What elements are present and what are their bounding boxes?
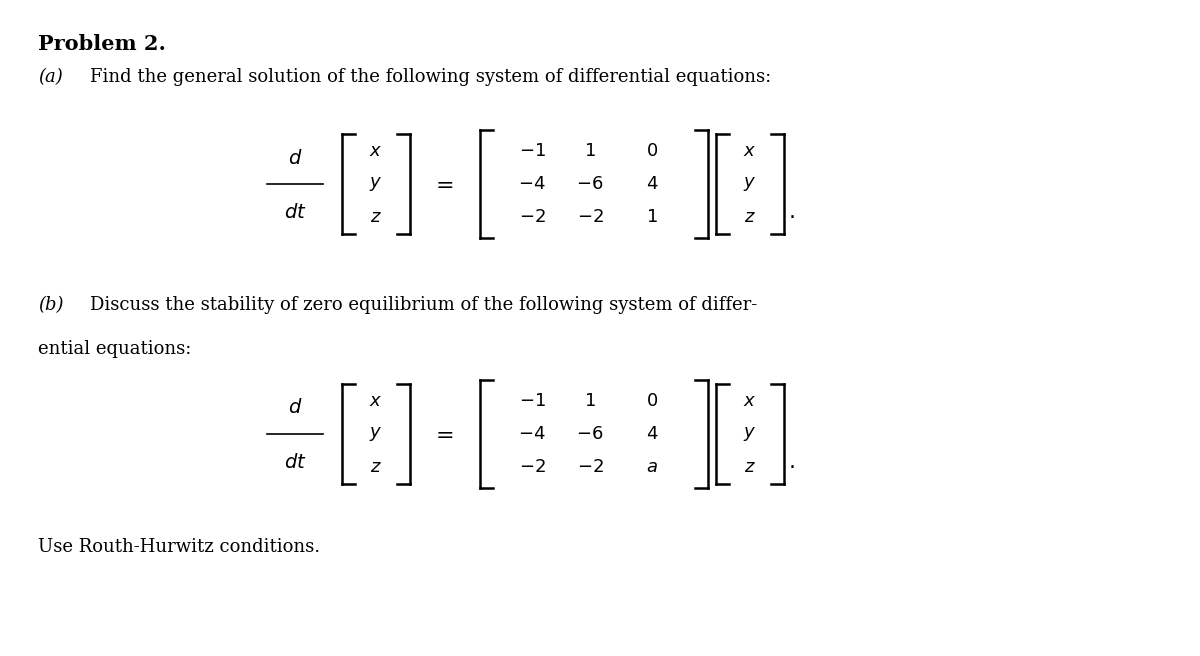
Text: $a$: $a$ <box>646 458 658 476</box>
Text: $-1$: $-1$ <box>518 392 546 410</box>
Text: Discuss the stability of zero equilibrium of the following system of differ-: Discuss the stability of zero equilibriu… <box>90 296 757 314</box>
Text: $-4$: $-4$ <box>518 175 546 193</box>
Text: $d$: $d$ <box>288 398 302 417</box>
Text: $dt$: $dt$ <box>283 203 306 222</box>
Text: $-2$: $-2$ <box>576 458 604 476</box>
Text: $4$: $4$ <box>646 425 659 443</box>
Text: $y$: $y$ <box>743 425 757 443</box>
Text: $.$: $.$ <box>787 451 794 473</box>
Text: $1$: $1$ <box>646 208 658 226</box>
Text: $4$: $4$ <box>646 175 659 193</box>
Text: $0$: $0$ <box>646 142 658 160</box>
Text: $x$: $x$ <box>370 392 383 410</box>
Text: $-6$: $-6$ <box>576 425 604 443</box>
Text: $-6$: $-6$ <box>576 175 604 193</box>
Text: $dt$: $dt$ <box>283 453 306 472</box>
Text: $z$: $z$ <box>370 208 382 226</box>
Text: $z$: $z$ <box>744 208 756 226</box>
Text: $=$: $=$ <box>431 423 454 445</box>
Text: $y$: $y$ <box>370 175 383 193</box>
Text: $-4$: $-4$ <box>518 425 546 443</box>
Text: $.$: $.$ <box>787 201 794 223</box>
Text: $-2$: $-2$ <box>576 208 604 226</box>
Text: $z$: $z$ <box>370 458 382 476</box>
Text: $y$: $y$ <box>743 175 757 193</box>
Text: $x$: $x$ <box>743 142 757 160</box>
Text: Find the general solution of the following system of differential equations:: Find the general solution of the followi… <box>90 68 772 86</box>
Text: $z$: $z$ <box>744 458 756 476</box>
Text: $-2$: $-2$ <box>518 208 546 226</box>
Text: $x$: $x$ <box>743 392 757 410</box>
Text: $x$: $x$ <box>370 142 383 160</box>
Text: Problem 2.: Problem 2. <box>38 34 166 54</box>
Text: (a): (a) <box>38 68 62 86</box>
Text: ential equations:: ential equations: <box>38 340 191 358</box>
Text: $1$: $1$ <box>584 392 596 410</box>
Text: $-1$: $-1$ <box>518 142 546 160</box>
Text: $=$: $=$ <box>431 173 454 195</box>
Text: $y$: $y$ <box>370 425 383 443</box>
Text: $d$: $d$ <box>288 148 302 167</box>
Text: (b): (b) <box>38 296 64 314</box>
Text: $1$: $1$ <box>584 142 596 160</box>
Text: $-2$: $-2$ <box>518 458 546 476</box>
Text: $0$: $0$ <box>646 392 658 410</box>
Text: Use Routh-Hurwitz conditions.: Use Routh-Hurwitz conditions. <box>38 538 320 556</box>
